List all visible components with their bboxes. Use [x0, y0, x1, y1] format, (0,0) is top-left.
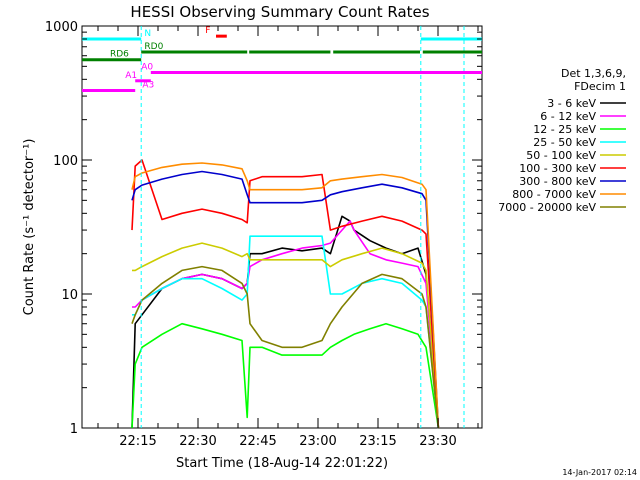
series-50-100-kev-line: [132, 242, 440, 429]
series-300-800-kev-line: [131, 170, 440, 429]
legend-header-line-2: FDecim 1: [574, 80, 626, 93]
legend-label-3-6-kev: 3 - 6 keV: [547, 97, 596, 110]
legend-label-50-100-kev: 50 - 100 keV: [526, 149, 596, 162]
series-12-25-kev-line: [131, 322, 440, 429]
legend-label-6-12-kev: 6 - 12 keV: [540, 110, 596, 123]
y-tick-label-10: 10: [61, 288, 78, 303]
legend-label-800-7000-kev: 800 - 7000 keV: [512, 188, 596, 201]
series-25-50-kev-line: [132, 235, 440, 429]
marker-layer: [140, 26, 465, 428]
legend-header-line-1: Det 1,3,6,9,: [561, 67, 626, 80]
x-tick-label-23-00: 23:00: [299, 434, 336, 449]
x-tick-label-23-15: 23:15: [359, 434, 396, 449]
legend-label-25-50-kev: 25 - 50 keV: [533, 136, 596, 149]
legend-label-7000-20000-kev: 7000 - 20000 keV: [498, 201, 596, 214]
plot-frame: [81, 25, 483, 429]
chart-title: HESSI Observing Summary Count Rates: [130, 3, 429, 21]
state-bar-layer: N RD0 RD6 A0 A1 A3 F: [82, 26, 482, 93]
y-tick-label-1000: 1000: [45, 20, 78, 35]
x-tick-label-22-15: 22:15: [119, 434, 156, 449]
state-bar-a1-label: A1: [125, 71, 137, 81]
date-stamp: 14-Jan-2017 02:14: [562, 468, 637, 477]
y-axis-label: Count Rate (s⁻¹ detector⁻¹): [22, 139, 37, 316]
legend-label-300-800-kev: 300 - 800 keV: [519, 175, 596, 188]
state-bar-a0-label: A0: [141, 62, 153, 72]
legend-label-12-25-kev: 12 - 25 keV: [533, 123, 596, 136]
y-tick-label-1: 1: [70, 422, 78, 437]
series-100-300-kev-line: [131, 159, 440, 429]
x-tick-label-22-45: 22:45: [239, 434, 276, 449]
axis-layer: 1 10 100 1000 22:15 22:30 22:45 23:00 23:15 23:30: [45, 20, 482, 449]
x-tick-label-23-30: 23:30: [419, 434, 456, 449]
series-7000-20000-kev-line: [131, 265, 440, 429]
series-layer: [131, 159, 440, 429]
series-6-12-kev-line: [132, 220, 440, 429]
state-bar-n-label: N: [144, 29, 151, 39]
y-tick-label-100: 100: [53, 154, 78, 169]
x-tick-label-22-30: 22:30: [179, 434, 216, 449]
state-bar-f-label: F: [205, 26, 210, 36]
legend-label-100-300-kev: 100 - 300 keV: [519, 162, 596, 175]
state-bar-a3-label: A3: [142, 81, 154, 91]
x-axis-label: Start Time (18-Aug-14 22:01:22): [176, 456, 388, 471]
state-bar-rd0-label: RD0: [144, 42, 163, 52]
series-3-6-kev-line: [131, 215, 440, 429]
state-bar-rd6-label: RD6: [110, 50, 129, 60]
series-800-7000-kev-line: [131, 162, 440, 429]
